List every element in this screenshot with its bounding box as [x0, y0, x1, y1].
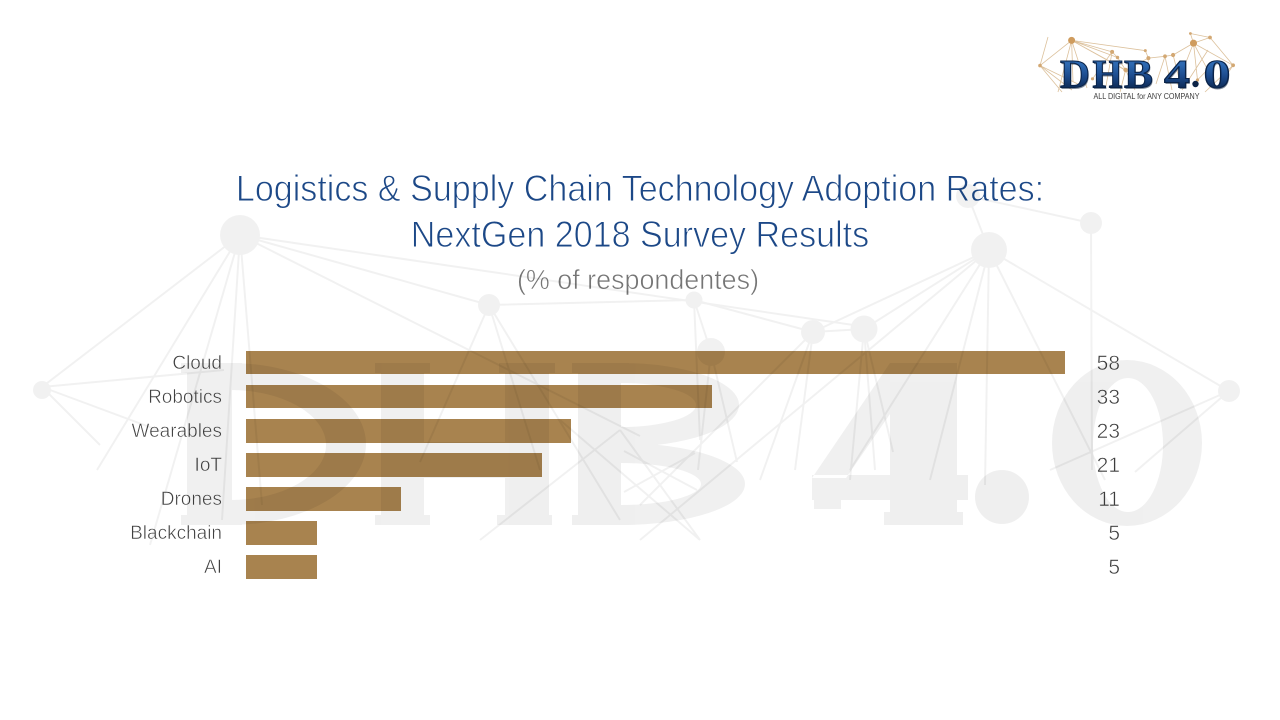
- svg-text:H: H: [1093, 53, 1123, 98]
- svg-text:ALL DIGITAL for ANY COMPANY: ALL DIGITAL for ANY COMPANY: [1094, 91, 1200, 101]
- svg-text:H: H: [1093, 52, 1123, 97]
- svg-text:4: 4: [1164, 52, 1190, 97]
- svg-text:B: B: [1125, 53, 1154, 98]
- svg-text:D: D: [1060, 52, 1090, 97]
- svg-text:D: D: [1061, 53, 1091, 98]
- svg-text:B: B: [1124, 52, 1153, 97]
- svg-text:0: 0: [1204, 52, 1231, 97]
- svg-text:0: 0: [1204, 53, 1231, 98]
- svg-text:4: 4: [1165, 53, 1191, 98]
